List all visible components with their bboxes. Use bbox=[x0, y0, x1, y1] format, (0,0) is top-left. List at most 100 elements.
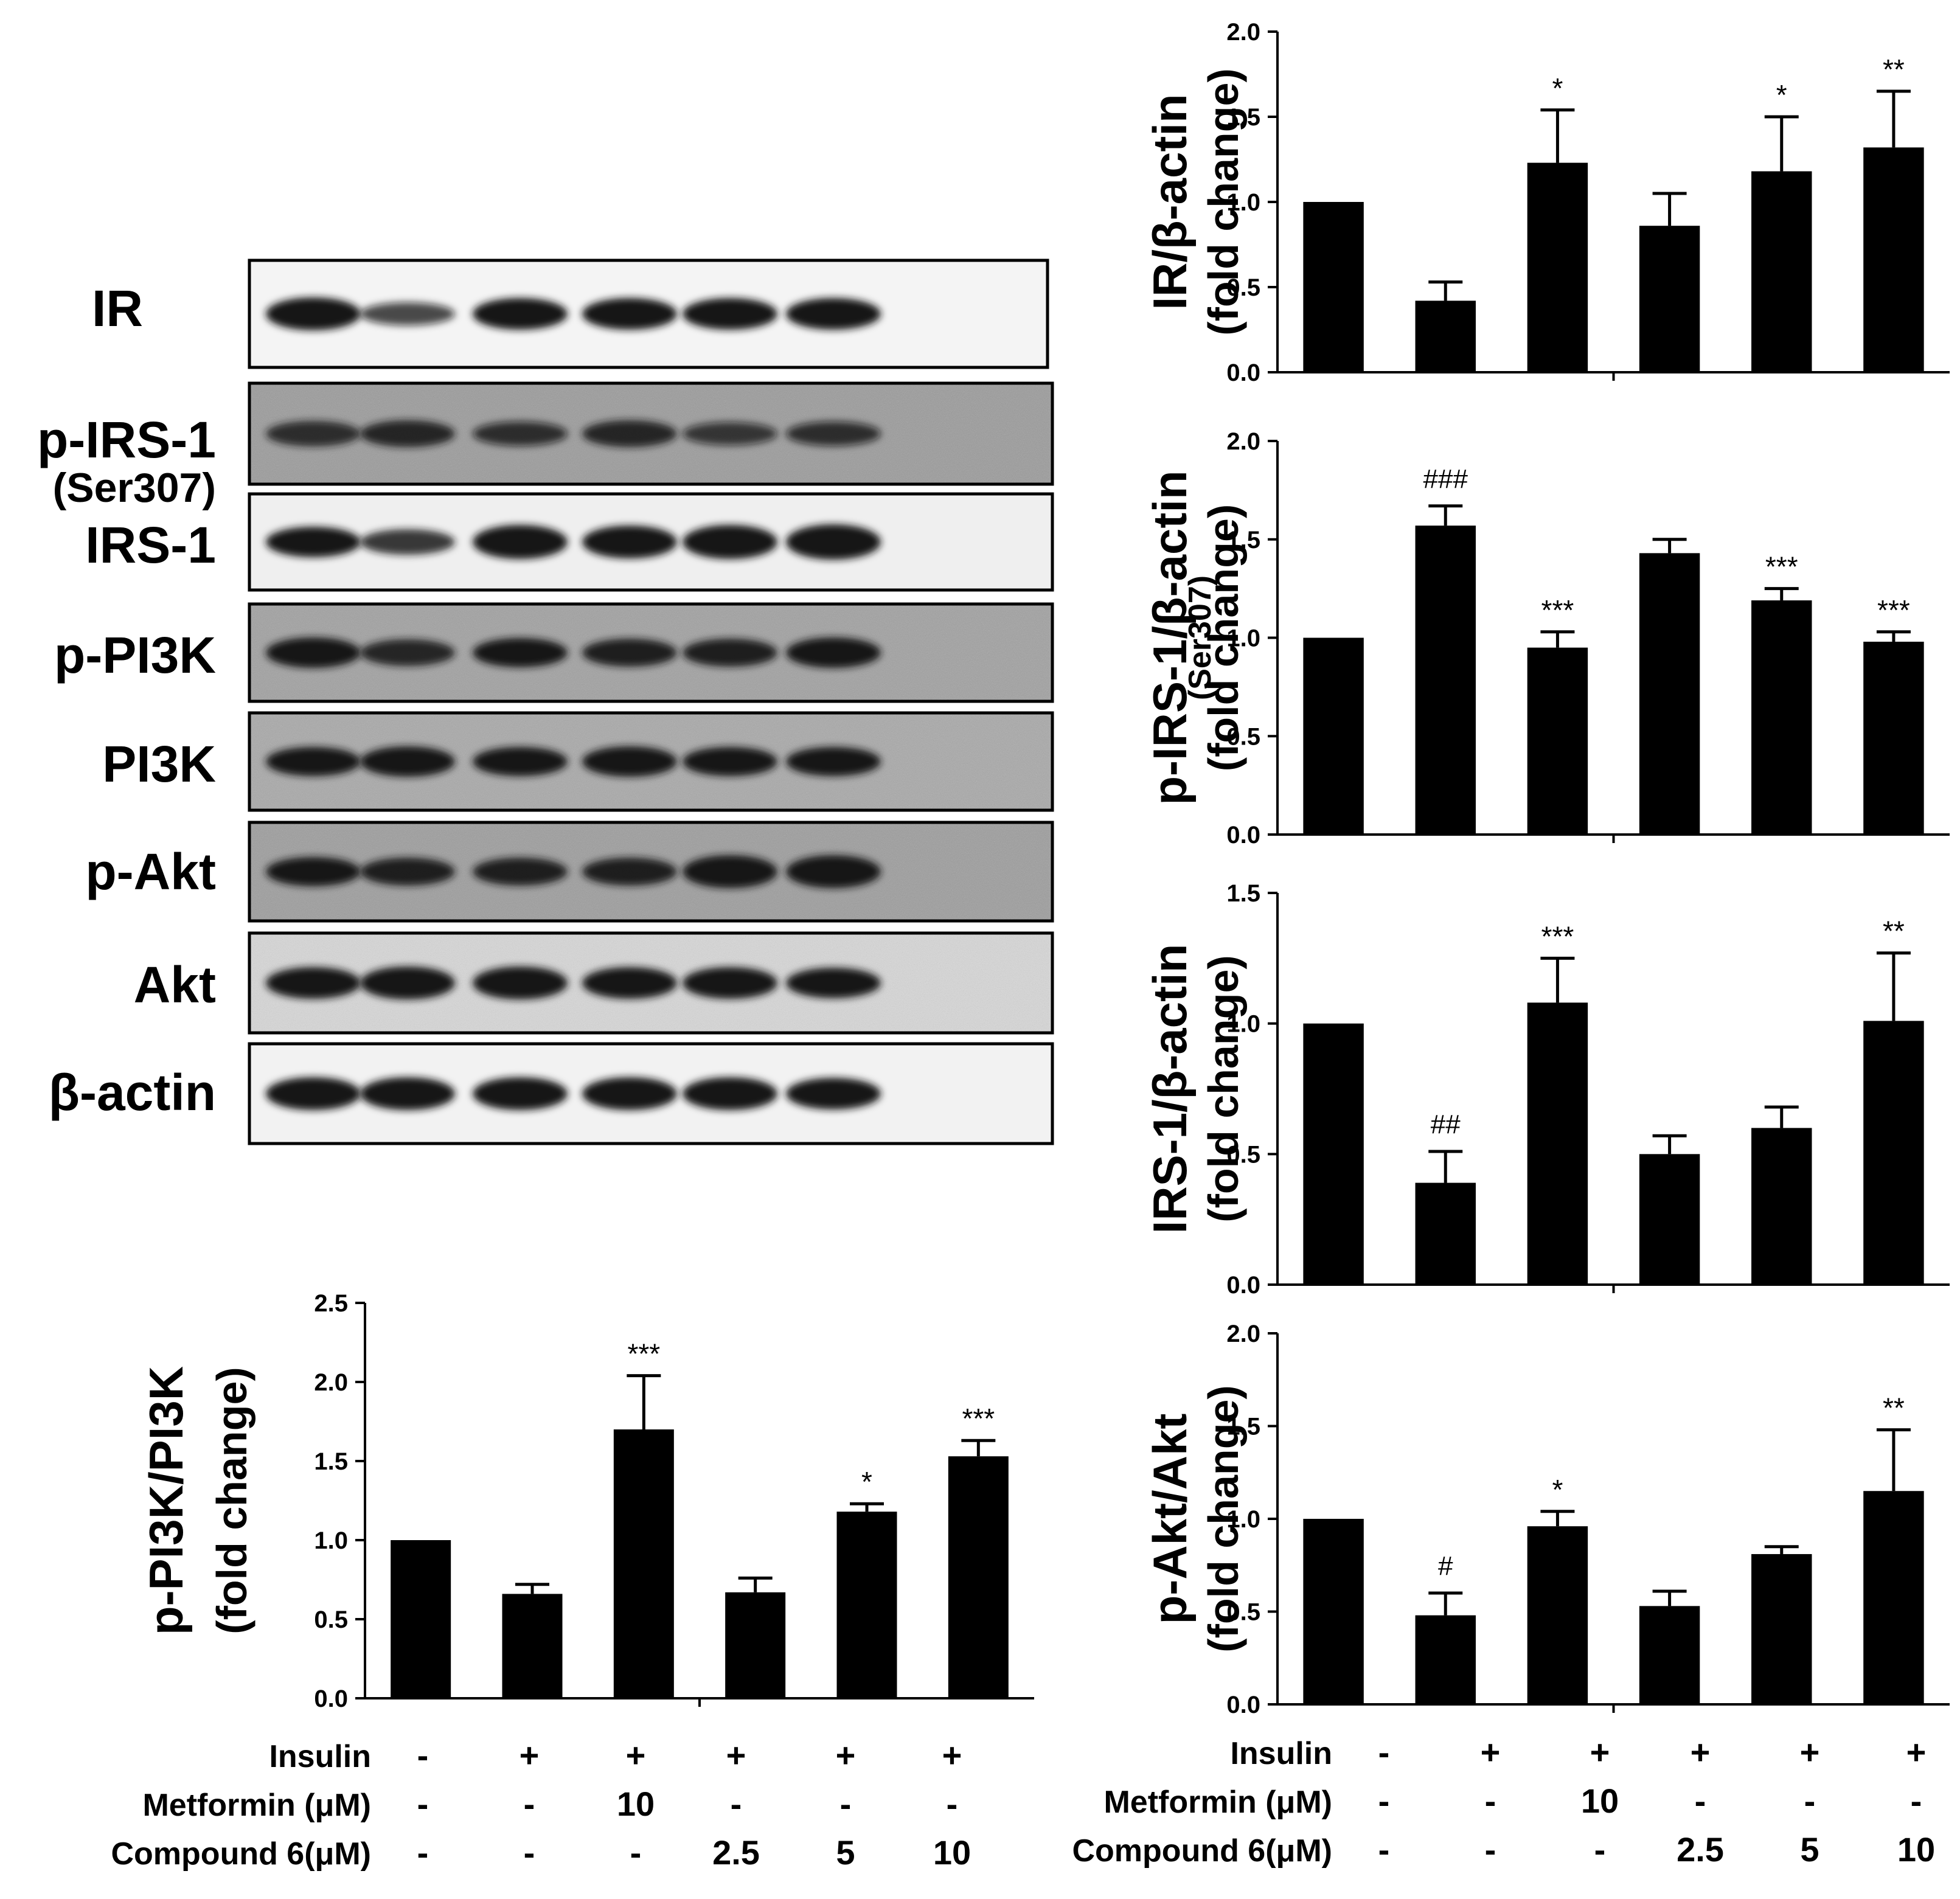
treatment-value: + bbox=[1481, 1733, 1501, 1771]
bar bbox=[1415, 300, 1476, 372]
y-tick-label: 0.5 bbox=[1226, 1141, 1260, 1168]
blot-band bbox=[360, 529, 455, 555]
blot-band bbox=[360, 420, 455, 447]
treatment-value: 10 bbox=[1581, 1782, 1619, 1820]
chart-ppi3k: 0.00.51.01.52.02.5*******p-PI3K/PI3K (fol… bbox=[139, 1290, 1034, 1712]
blot-band bbox=[266, 857, 361, 886]
bar bbox=[1527, 1526, 1588, 1704]
western-blot-panel bbox=[248, 259, 1054, 1145]
blot-label-akt: Akt bbox=[134, 956, 216, 1013]
y-axis-label: p-Akt/Akt bbox=[1143, 1414, 1197, 1625]
y-axis-label: (fold change) bbox=[1200, 1385, 1247, 1652]
y-tick-label: 0.0 bbox=[1226, 1692, 1260, 1718]
blot-band bbox=[266, 747, 361, 776]
bar bbox=[1415, 1182, 1476, 1285]
bar bbox=[1303, 637, 1364, 835]
y-tick-label: 0.5 bbox=[1226, 1599, 1260, 1626]
blot-strip-border bbox=[248, 602, 1054, 703]
blot-band bbox=[683, 967, 777, 999]
significance-label: *** bbox=[627, 1338, 660, 1370]
blot-band bbox=[473, 1077, 568, 1110]
y-tick-label: 2.0 bbox=[1226, 1321, 1260, 1347]
chart-pakt: 0.00.51.01.52.0#***p-Akt/Akt (fold change… bbox=[1143, 1321, 1950, 1718]
significance-label: * bbox=[1776, 79, 1787, 111]
y-tick-label: 2.5 bbox=[314, 1290, 348, 1317]
blot-band bbox=[473, 858, 568, 886]
treatment-row-label: Insulin bbox=[269, 1739, 371, 1774]
bar bbox=[1527, 1002, 1588, 1285]
blot-band bbox=[266, 527, 361, 557]
blot-label-pirs1: p-IRS-1 bbox=[37, 411, 216, 468]
treatment-table-left: Insulin - + + + + + Metformin (μM) - - 10 - - - Compou… bbox=[111, 1736, 971, 1872]
bar bbox=[1863, 1491, 1924, 1704]
y-tick-label: 1.5 bbox=[1226, 1414, 1260, 1440]
y-tick-label: 2.0 bbox=[314, 1369, 348, 1396]
blot-strip-border bbox=[248, 931, 1054, 1035]
bar bbox=[502, 1594, 563, 1698]
significance-label: * bbox=[1552, 72, 1563, 104]
treatment-value: + bbox=[626, 1736, 646, 1774]
blot-band bbox=[473, 638, 568, 667]
blot-band bbox=[786, 747, 881, 776]
y-axis-label: IR/β-actin bbox=[1143, 94, 1197, 310]
treatment-value: 5 bbox=[836, 1833, 855, 1872]
blot-label-beta-actin: β-actin bbox=[49, 1064, 216, 1121]
bar bbox=[1415, 526, 1476, 835]
blot-strip-border bbox=[248, 381, 1054, 486]
significance-label: ### bbox=[1423, 464, 1468, 494]
blot-band bbox=[683, 855, 777, 888]
treatment-value: + bbox=[836, 1736, 856, 1774]
blot-strip bbox=[248, 711, 1054, 812]
bar bbox=[1303, 1519, 1364, 1704]
bar bbox=[1863, 147, 1924, 372]
y-axis-label: (fold change) bbox=[1200, 68, 1247, 335]
treatment-value: - bbox=[417, 1833, 429, 1872]
significance-label: *** bbox=[962, 1403, 995, 1434]
y-tick-label: 1.0 bbox=[1226, 1506, 1260, 1533]
blot-label-pi3k: PI3K bbox=[102, 735, 216, 793]
treatment-table-right: Insulin - + + + + + Metformin (μM) - - 10 - - - Compou… bbox=[1072, 1733, 1935, 1869]
treatment-value: - bbox=[1378, 1830, 1390, 1869]
blot-label-ser307: (Ser307) bbox=[53, 465, 216, 511]
bar bbox=[1303, 1023, 1364, 1285]
blot-strip bbox=[248, 1042, 1054, 1145]
bar bbox=[1751, 171, 1812, 372]
treatment-value: - bbox=[1485, 1830, 1496, 1869]
bar-charts: 0.00.51.01.52.0* ***IR/β-actin (fold chang… bbox=[139, 19, 1950, 1718]
y-tick-label: 0.0 bbox=[314, 1685, 348, 1712]
treatment-value: - bbox=[524, 1785, 535, 1823]
blot-band bbox=[786, 855, 881, 888]
treatment-value: - bbox=[1485, 1782, 1496, 1820]
blot-band bbox=[786, 968, 881, 998]
blot-band bbox=[786, 524, 881, 560]
bar bbox=[948, 1456, 1009, 1698]
blot-band bbox=[582, 526, 677, 558]
blot-label-pakt: p-Akt bbox=[85, 843, 216, 900]
bar bbox=[1639, 1606, 1700, 1704]
significance-label: *** bbox=[1541, 920, 1574, 952]
blot-strip bbox=[248, 931, 1054, 1035]
blot-band bbox=[683, 525, 777, 559]
blot-band bbox=[582, 967, 677, 999]
blot-band bbox=[266, 967, 361, 999]
blot-band bbox=[786, 1078, 881, 1109]
western-blot-labels: IR p-IRS-1 (Ser307) IRS-1 p-PI3K PI3K p-… bbox=[37, 280, 216, 1121]
y-tick-label: 0.0 bbox=[1226, 1272, 1260, 1299]
blot-band bbox=[473, 422, 568, 446]
y-tick-label: 0.0 bbox=[1226, 359, 1260, 386]
blot-band bbox=[360, 1077, 455, 1110]
bar bbox=[1639, 1154, 1700, 1285]
blot-band bbox=[582, 639, 677, 667]
bar bbox=[1863, 641, 1924, 835]
blot-band bbox=[582, 298, 677, 330]
blot-strip bbox=[248, 821, 1054, 923]
blot-strip-border bbox=[248, 821, 1054, 923]
treatment-value: + bbox=[1590, 1733, 1610, 1771]
treatment-value: + bbox=[1691, 1733, 1711, 1771]
blot-band bbox=[582, 746, 677, 777]
bar bbox=[1639, 553, 1700, 835]
blot-band bbox=[473, 525, 568, 559]
blot-label-ir: IR bbox=[92, 280, 143, 337]
y-tick-label: 1.5 bbox=[1226, 880, 1260, 907]
y-axis-label: (fold change) bbox=[1200, 955, 1247, 1222]
